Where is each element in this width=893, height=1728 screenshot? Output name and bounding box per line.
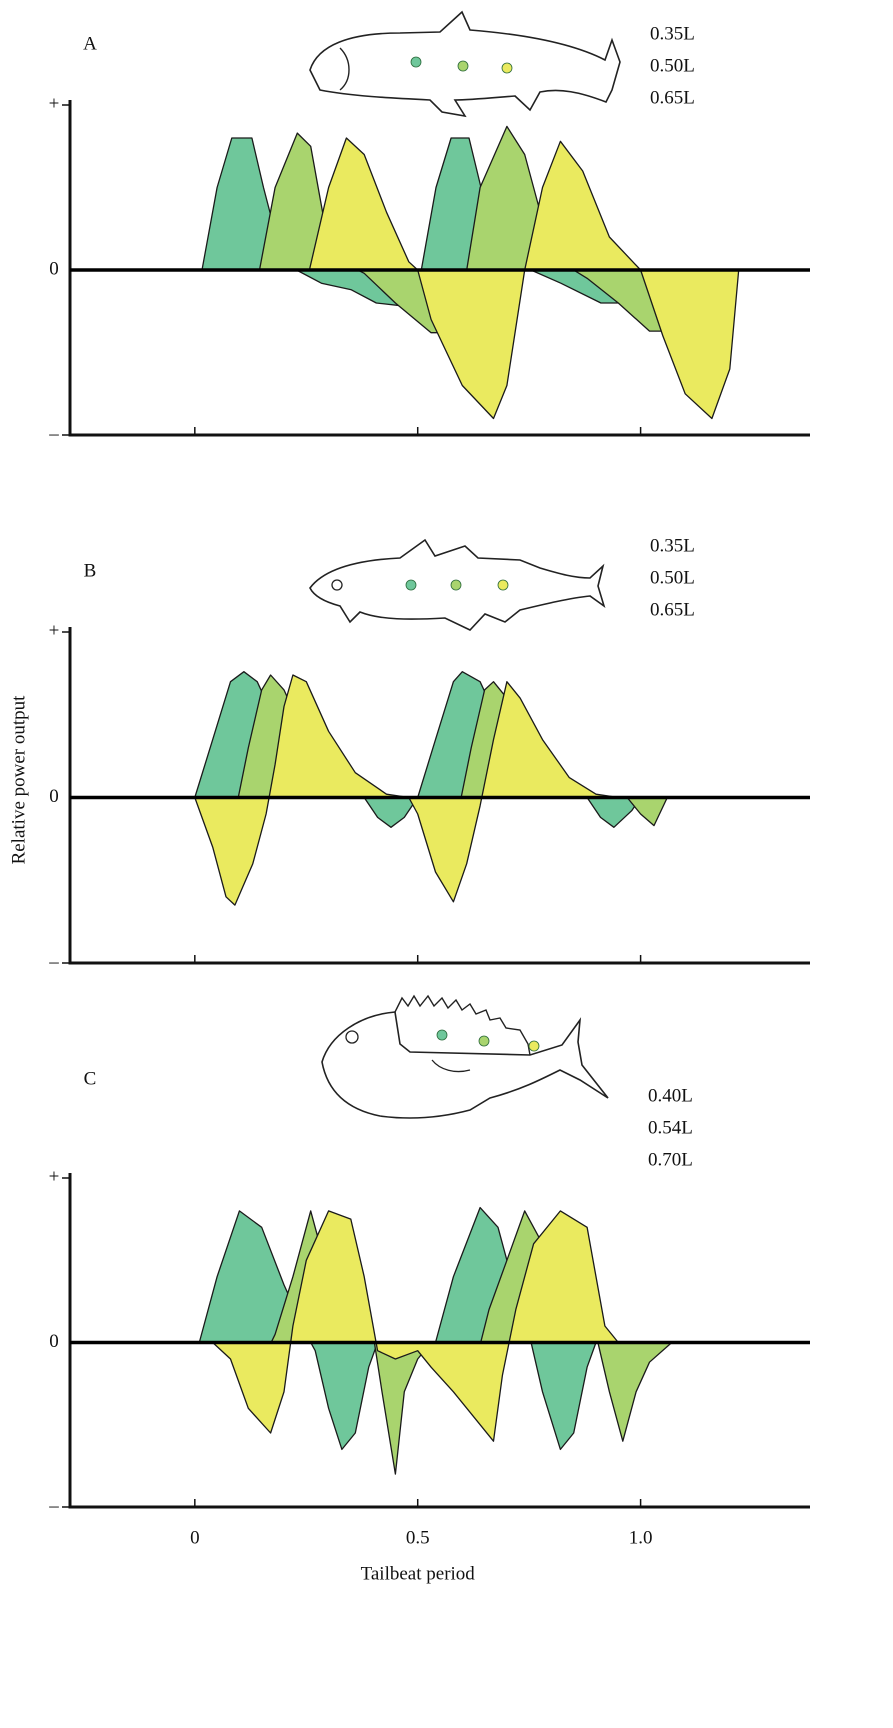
position-dot [497,579,509,591]
y-tick-label: – [48,423,59,444]
position-dot [410,56,422,68]
legend-label: 0.50L [650,567,695,588]
legend-label: 0.65L [650,599,695,620]
fish-illustration [309,538,606,631]
y-tick-label: 0 [49,258,59,279]
position-dot [478,1035,490,1047]
x-tick-label: 0.5 [406,1527,430,1548]
x-axis-title: Tailbeat period [361,1563,476,1584]
x-tick-label: 1.0 [629,1527,653,1548]
fish-illustration [309,10,621,118]
legend-label: 0.35L [650,535,695,556]
power-area [212,1210,642,1442]
legend-label: 0.70L [648,1149,693,1170]
power-area [258,125,686,334]
y-tick-label: + [49,620,60,641]
fish-illustration [321,994,609,1119]
position-dot [450,579,462,591]
y-tick-label: – [48,1495,59,1516]
legend-label: 0.65L [650,87,695,108]
position-dot [405,579,417,591]
y-tick-label: 0 [49,786,59,807]
panel-label: B [84,560,97,581]
legend-label: 0.40L [648,1085,693,1106]
y-axis-title: Relative power output [8,695,29,865]
position-dot [436,1029,448,1041]
x-tick-label: 0 [190,1527,200,1548]
position-dot [528,1040,540,1052]
y-tick-label: + [49,1166,60,1187]
position-dot [501,62,513,74]
position-dot [457,60,469,72]
panel-label: A [83,33,97,54]
y-tick-label: + [49,93,60,114]
legend-label: 0.35L [650,23,695,44]
legend-label: 0.54L [648,1117,693,1138]
panel-label: C [84,1068,97,1089]
y-tick-label: 0 [49,1331,59,1352]
y-tick-label: – [48,951,59,972]
legend-label: 0.50L [650,55,695,76]
